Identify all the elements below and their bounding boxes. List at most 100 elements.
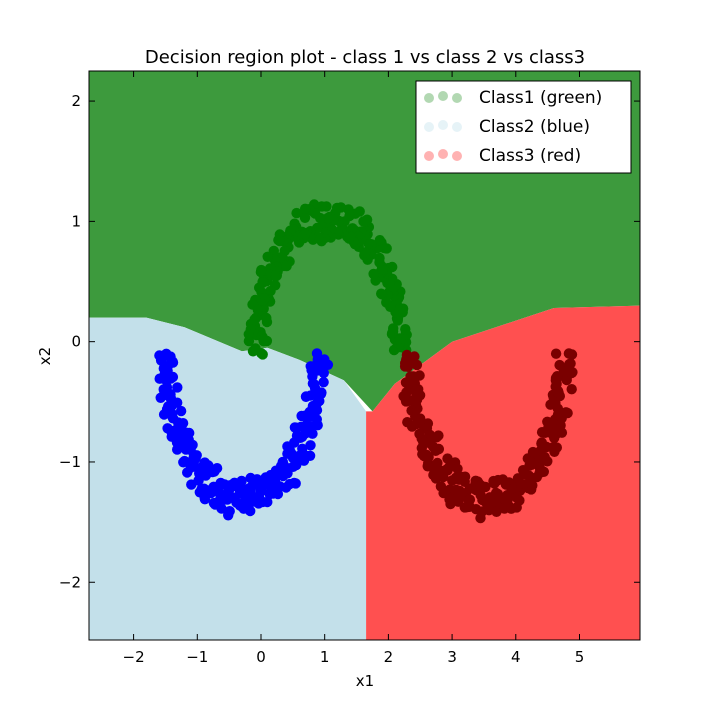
data-point-class3 <box>452 463 463 474</box>
data-point-class1 <box>299 212 311 223</box>
data-point-class3 <box>551 442 562 453</box>
data-point-class1 <box>265 285 276 297</box>
data-point-class2 <box>175 405 187 417</box>
data-point-class2 <box>158 409 170 420</box>
legend-label-class1: Class1 (green) <box>479 88 602 108</box>
y-tick-label: 1 <box>71 212 81 230</box>
data-point-class2 <box>318 377 329 388</box>
data-point-class1 <box>281 260 292 272</box>
data-point-class1 <box>322 213 333 224</box>
y-tick-label: −1 <box>59 453 81 471</box>
legend-label-class2: Class2 (blue) <box>479 117 590 137</box>
legend-marker-class1 <box>424 93 434 103</box>
x-tick-label: 4 <box>511 648 521 666</box>
data-point-class2 <box>216 503 227 514</box>
data-point-class1 <box>400 324 411 335</box>
x-tick-label: 3 <box>447 648 457 666</box>
data-point-class2 <box>277 456 288 468</box>
data-point-class3 <box>475 512 486 524</box>
legend-marker-class3 <box>438 149 448 159</box>
data-point-class2 <box>256 485 267 496</box>
data-point-class1 <box>374 235 385 246</box>
data-point-class2 <box>191 450 202 461</box>
data-point-class1 <box>376 288 387 299</box>
y-tick-label: −2 <box>59 573 81 591</box>
data-point-class1 <box>262 251 273 262</box>
x-tick-label: 0 <box>256 648 266 666</box>
data-point-class2 <box>187 439 198 451</box>
data-point-class3 <box>539 451 550 463</box>
legend-marker-class1 <box>452 93 462 103</box>
y-tick-label: 0 <box>71 333 81 351</box>
data-point-class3 <box>564 359 575 370</box>
legend-marker-class1 <box>438 91 448 101</box>
data-point-class1 <box>388 323 399 334</box>
data-point-class1 <box>300 203 311 214</box>
data-point-class2 <box>305 440 316 451</box>
data-point-class2 <box>224 506 235 517</box>
data-point-class3 <box>433 430 444 441</box>
data-point-class3 <box>402 361 414 372</box>
data-point-class3 <box>475 490 486 501</box>
x-axis: −2 −1 0 1 2 3 4 5 <box>123 71 585 666</box>
chart-title: Decision region plot - class 1 vs class … <box>145 47 585 68</box>
data-point-class1 <box>270 271 281 282</box>
data-point-class2 <box>172 382 183 393</box>
data-point-class2 <box>196 483 207 495</box>
data-point-class1 <box>243 335 255 347</box>
data-point-class1 <box>257 349 268 360</box>
data-point-class2 <box>262 496 273 508</box>
data-point-class2 <box>172 397 183 408</box>
legend-marker-class2 <box>424 122 434 132</box>
data-point-class3 <box>445 498 456 510</box>
legend: Class1 (green) Class2 (blue) Class3 (red… <box>415 80 632 174</box>
data-point-class2 <box>311 348 323 359</box>
y-axis-label: x2 <box>36 347 54 365</box>
data-point-class3 <box>566 349 578 360</box>
data-points <box>154 199 578 524</box>
legend-marker-class3 <box>424 151 434 161</box>
data-point-class1 <box>368 268 379 280</box>
data-point-class1 <box>374 252 385 264</box>
data-point-class1 <box>392 315 403 326</box>
legend-box <box>415 80 632 174</box>
data-point-class1 <box>358 216 369 227</box>
y-tick-label: 2 <box>71 92 81 110</box>
data-point-class3 <box>442 465 453 476</box>
data-point-class3 <box>400 396 412 407</box>
data-point-class3 <box>411 359 423 371</box>
data-point-class3 <box>433 443 444 455</box>
data-point-class2 <box>167 356 178 367</box>
data-point-class3 <box>554 359 565 371</box>
data-point-class2 <box>311 414 322 425</box>
legend-item-class1: Class1 (green) <box>424 88 602 108</box>
data-point-class2 <box>304 450 316 461</box>
data-point-class2 <box>165 373 176 384</box>
plot-frame <box>88 70 641 641</box>
data-point-class3 <box>525 456 536 467</box>
data-point-class3 <box>550 348 562 359</box>
x-tick-label: −1 <box>186 648 208 666</box>
data-point-class1 <box>291 207 302 219</box>
data-point-class2 <box>211 463 223 474</box>
data-point-class3 <box>552 403 564 414</box>
x-tick-label: 1 <box>320 648 330 666</box>
data-point-class2 <box>177 418 189 429</box>
data-point-class1 <box>261 312 272 324</box>
legend-marker-class3 <box>452 151 462 161</box>
legend-item-class3: Class3 (red) <box>424 146 581 166</box>
data-point-class1 <box>255 266 267 278</box>
data-point-class2 <box>245 505 256 517</box>
data-point-class2 <box>290 478 301 489</box>
y-axis: −2 −1 0 1 2 <box>59 92 640 591</box>
data-point-class1 <box>273 234 284 246</box>
data-point-class3 <box>566 384 577 395</box>
legend-marker-class2 <box>452 122 462 132</box>
x-axis-label: x1 <box>356 672 374 690</box>
x-tick-label: 5 <box>575 648 585 666</box>
x-tick-label: −2 <box>123 648 145 666</box>
data-point-class3 <box>562 407 573 419</box>
legend-item-class2: Class2 (blue) <box>424 117 590 137</box>
